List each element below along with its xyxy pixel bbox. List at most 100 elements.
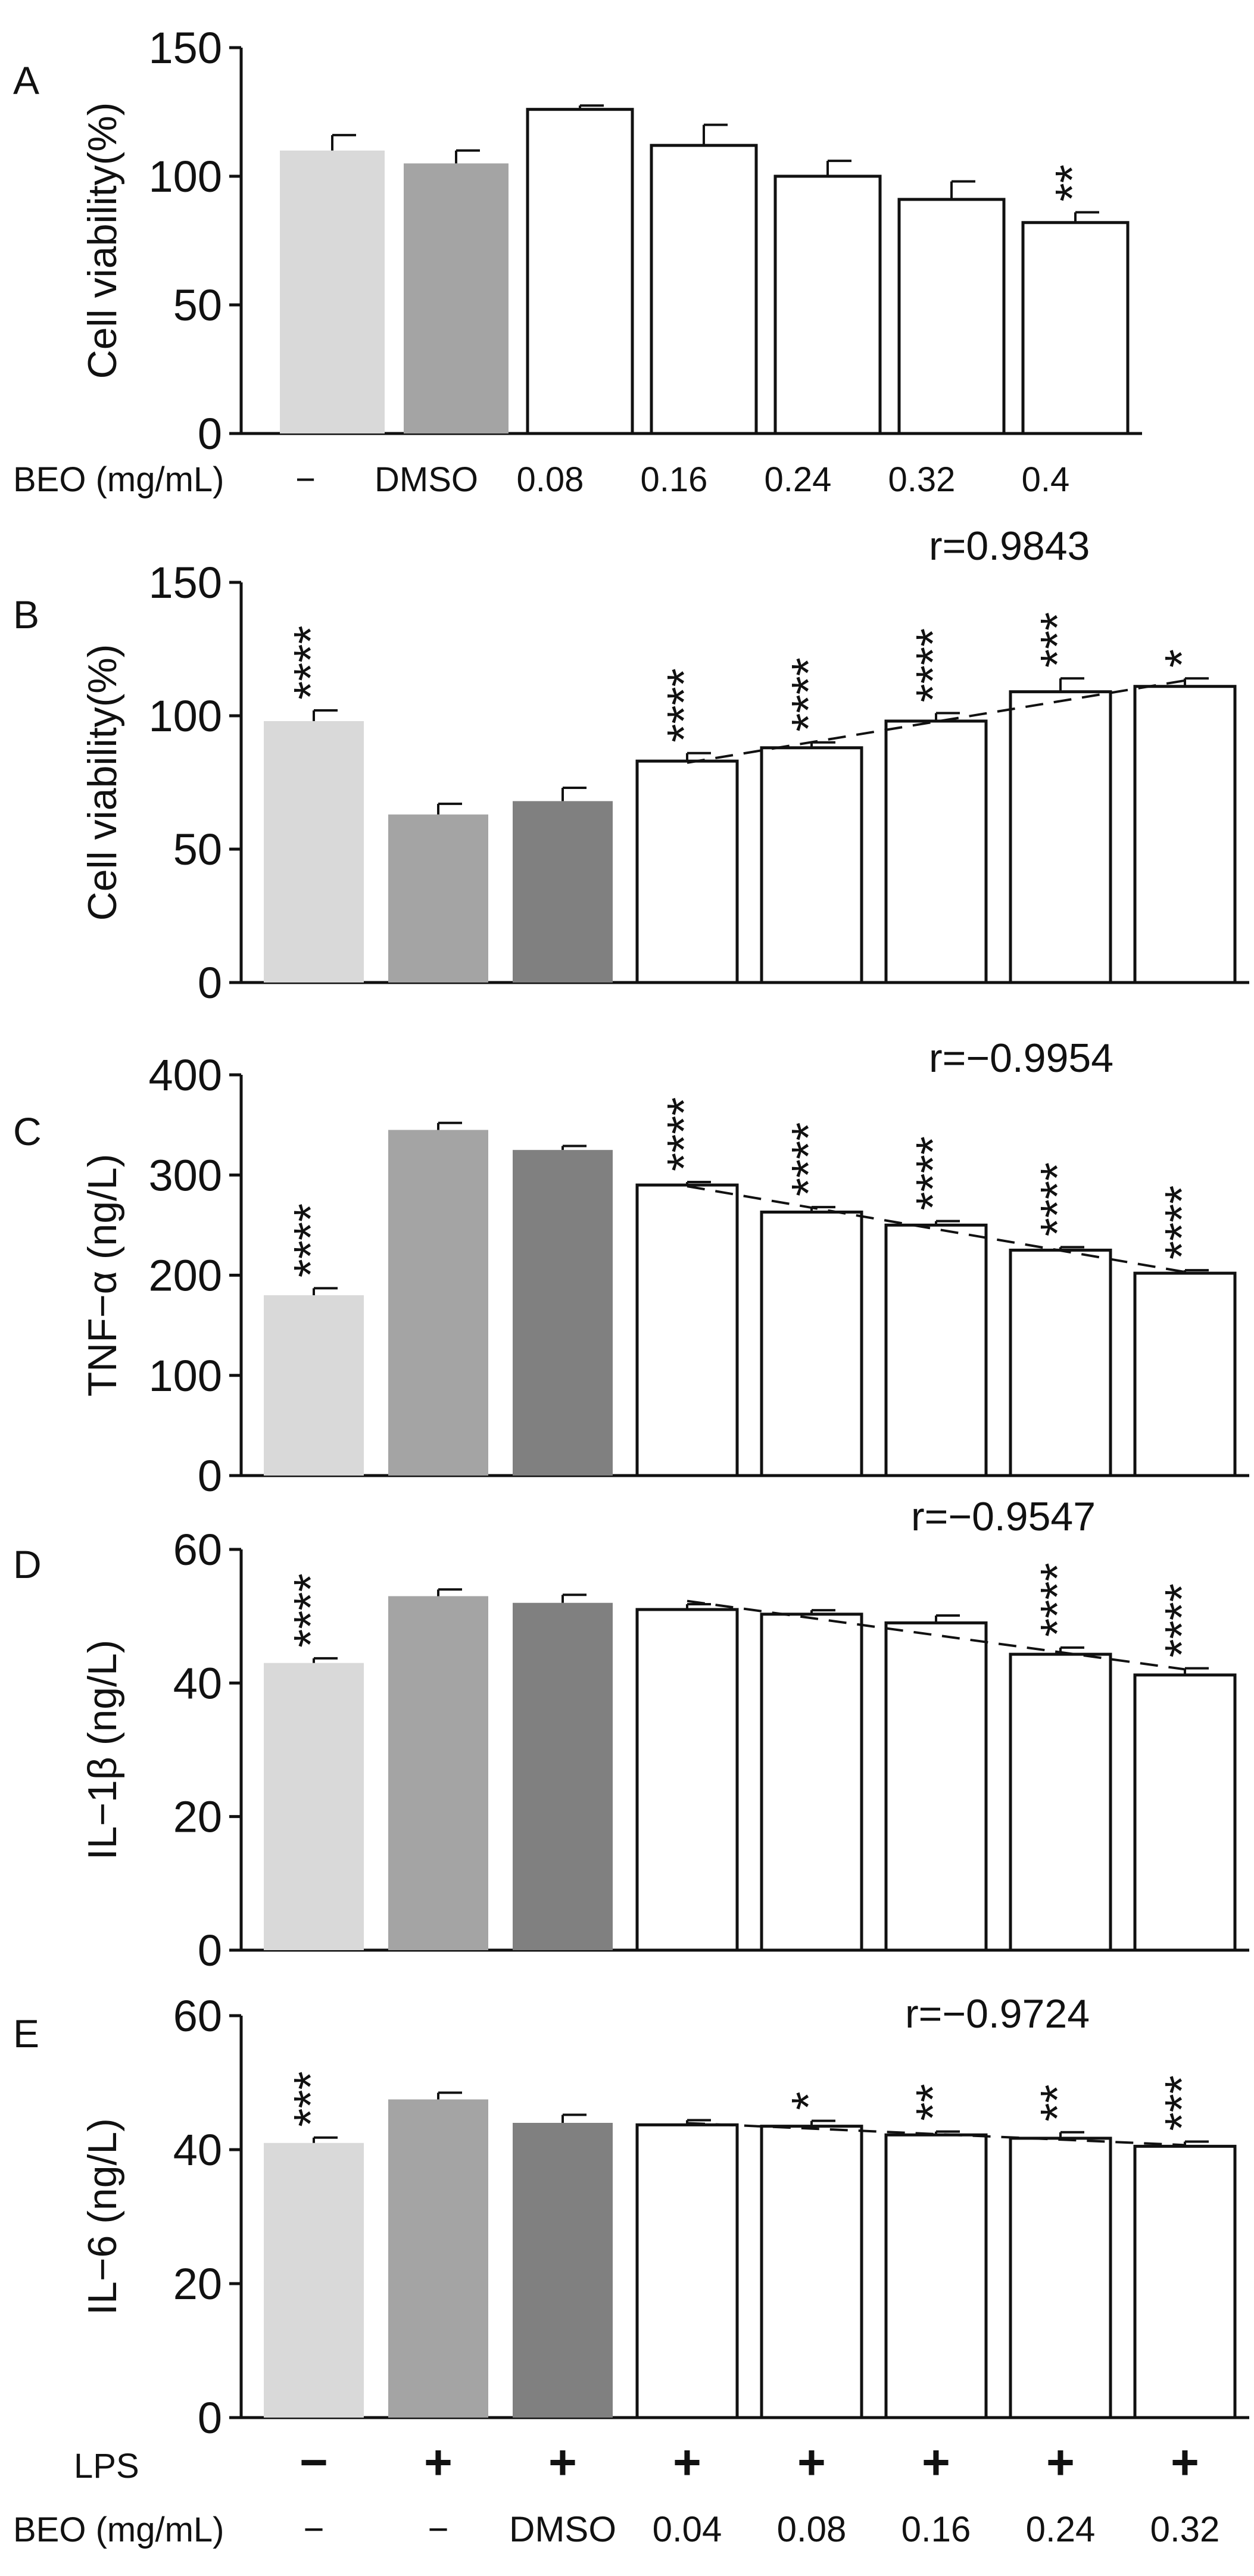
beo-value: 0.08 xyxy=(777,2509,847,2549)
beo-row-label: BEO (mg/mL) xyxy=(13,460,224,499)
correlation-label: r=0.9843 xyxy=(929,523,1090,569)
y-tick-label: 40 xyxy=(173,1658,222,1708)
lps-value: + xyxy=(548,2435,577,2490)
bar xyxy=(388,2099,488,2418)
significance-mark: **** xyxy=(657,1097,710,1171)
significance-mark: *** xyxy=(1155,2075,1208,2131)
significance-mark: **** xyxy=(1155,1583,1208,1658)
correlation-label: r=−0.9954 xyxy=(929,1036,1113,1081)
significance-mark: **** xyxy=(284,626,337,700)
bar xyxy=(264,1663,364,1950)
lps-value: + xyxy=(1046,2435,1075,2490)
bar xyxy=(635,2123,739,2419)
treatment-labels: LPS BEO (mg/mL) − + + + + + + + − − DMSO 0.04 0.08 0.… xyxy=(13,2435,1219,2549)
y-tick-label: 60 xyxy=(173,1525,222,1574)
bar xyxy=(1133,1673,1237,1952)
bar xyxy=(513,1150,613,1476)
bar xyxy=(884,2133,988,2419)
y-tick-label: 0 xyxy=(198,409,222,459)
panel-letter: C xyxy=(13,1109,42,1153)
lps-value: + xyxy=(797,2435,826,2490)
bar xyxy=(1021,221,1130,435)
y-tick-label: 50 xyxy=(173,280,222,330)
correlation-label: r=−0.9724 xyxy=(905,1991,1090,2037)
beo-row-label: BEO (mg/mL) xyxy=(13,2510,224,2549)
bar xyxy=(760,746,863,984)
bar xyxy=(1009,690,1112,984)
bar xyxy=(760,2125,863,2419)
y-tick-label: 300 xyxy=(149,1150,222,1200)
significance-mark: **** xyxy=(906,628,959,703)
y-tick-label: 100 xyxy=(149,152,222,201)
bar xyxy=(388,1596,488,1950)
significance-mark: **** xyxy=(284,1203,337,1278)
bar xyxy=(884,1621,988,1952)
significance-mark: **** xyxy=(782,1122,835,1197)
bar xyxy=(650,144,758,435)
significance-mark: ** xyxy=(1031,2084,1084,2121)
category-label: 0.32 xyxy=(888,460,956,499)
significance-mark: **** xyxy=(1155,1186,1208,1260)
bar xyxy=(760,1613,863,1952)
beo-value: − xyxy=(303,2509,324,2549)
y-tick-label: 0 xyxy=(198,2393,222,2443)
significance-mark: *** xyxy=(1031,612,1084,668)
bar xyxy=(635,1183,739,1477)
significance-mark: **** xyxy=(906,1136,959,1211)
y-tick-label: 0 xyxy=(198,1451,222,1501)
bar xyxy=(1009,1652,1112,1952)
significance-mark: *** xyxy=(284,2071,337,2126)
bar xyxy=(1133,1271,1237,1477)
bar xyxy=(760,1211,863,1477)
bar xyxy=(513,1602,613,1950)
bar xyxy=(884,1223,988,1477)
y-axis-label: IL−1β (ng/L) xyxy=(80,1640,125,1860)
bar xyxy=(513,801,613,983)
correlation-label: r=−0.9547 xyxy=(911,1494,1096,1539)
y-tick-label: 60 xyxy=(173,1991,222,2041)
bar xyxy=(635,1608,739,1952)
lps-value: + xyxy=(673,2435,701,2490)
panel-a: A 0 50 100 150 Cell viability(%) ** BEO (mg/mL)… xyxy=(13,23,1142,499)
lps-value: − xyxy=(300,2435,328,2490)
y-tick-label: 150 xyxy=(149,558,222,607)
bar xyxy=(404,163,509,434)
y-tick-label: 0 xyxy=(198,1926,222,1975)
category-label: 0.24 xyxy=(765,460,832,499)
bar xyxy=(1133,685,1237,984)
bar xyxy=(513,2123,613,2418)
y-tick-label: 20 xyxy=(173,1792,222,1842)
y-tick-label: 0 xyxy=(198,958,222,1008)
panel-letter: B xyxy=(13,592,39,637)
bar xyxy=(264,721,364,983)
trend-line xyxy=(687,2122,1186,2147)
beo-value: 0.32 xyxy=(1150,2509,1220,2549)
y-axis-label: IL−6 (ng/L) xyxy=(80,2118,125,2315)
lps-value: + xyxy=(1171,2435,1199,2490)
y-tick-label: 100 xyxy=(149,691,222,741)
significance-mark: **** xyxy=(657,668,710,743)
y-axis-label: TNF−α (ng/L) xyxy=(80,1154,125,1397)
bar xyxy=(884,719,988,984)
y-tick-label: 20 xyxy=(173,2259,222,2309)
beo-value: 0.04 xyxy=(653,2509,722,2549)
significance-mark: * xyxy=(782,2091,835,2110)
panel-letter: A xyxy=(13,58,39,102)
bar xyxy=(388,814,488,983)
y-tick-label: 200 xyxy=(149,1251,222,1301)
bar xyxy=(773,174,882,435)
bar xyxy=(280,150,385,434)
bar xyxy=(526,108,634,435)
category-label: 0.08 xyxy=(517,460,584,499)
lps-row-label: LPS xyxy=(74,2447,139,2485)
category-label: 0.4 xyxy=(1022,460,1070,499)
y-tick-label: 400 xyxy=(149,1050,222,1100)
beo-value: 0.16 xyxy=(901,2509,971,2549)
y-tick-label: 40 xyxy=(173,2125,222,2175)
beo-value: 0.24 xyxy=(1026,2509,1096,2549)
significance-mark: **** xyxy=(782,657,835,732)
